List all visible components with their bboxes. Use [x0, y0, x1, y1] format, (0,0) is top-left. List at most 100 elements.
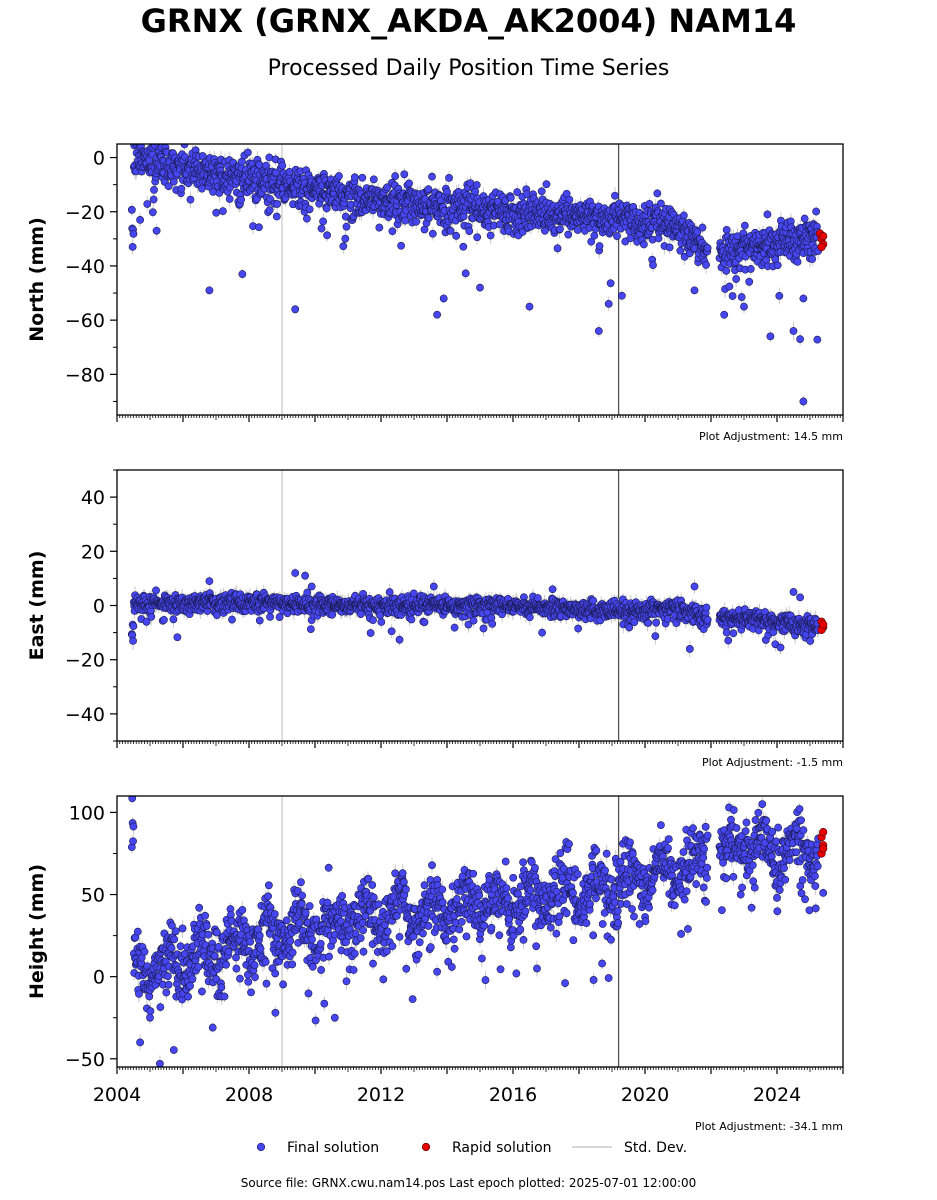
- final-point: [219, 207, 227, 216]
- final-point: [388, 227, 397, 236]
- final-point: [225, 195, 234, 203]
- final-point: [452, 231, 461, 240]
- final-point: [205, 286, 214, 295]
- y-tick-label: −20: [65, 202, 105, 224]
- final-point: [465, 227, 474, 235]
- plot-adjustment-label: Plot Adjustment: 14.5 mm: [699, 430, 843, 443]
- chart-title: GRNX (GRNX_AKDA_AK2004) NAM14: [140, 2, 797, 40]
- final-point: [525, 302, 534, 311]
- final-point: [433, 310, 441, 319]
- y-tick-label: −60: [65, 310, 105, 332]
- final-point: [302, 214, 311, 223]
- final-point: [698, 223, 707, 232]
- final-point: [420, 225, 429, 234]
- final-point: [542, 180, 551, 189]
- final-point: [486, 231, 495, 240]
- final-point: [540, 226, 549, 235]
- final-point: [745, 277, 754, 286]
- final-point: [471, 187, 480, 196]
- final-point: [657, 199, 665, 208]
- rapid-point: [817, 242, 826, 252]
- final-point: [400, 170, 409, 179]
- final-point: [556, 225, 564, 234]
- final-point: [702, 260, 710, 269]
- final-point: [272, 212, 281, 221]
- final-point: [212, 208, 221, 217]
- final-point: [149, 195, 158, 204]
- final-point: [305, 205, 314, 214]
- final-point: [342, 222, 351, 231]
- y-tick-label: −40: [65, 256, 105, 278]
- final-point: [722, 266, 731, 275]
- time-series-plots: 0 −20 −40 −60 −80 North (mm) Plot Adjustment: …: [26, 143, 844, 1156]
- final-point: [375, 223, 384, 232]
- final-point: [725, 282, 734, 291]
- rapid-point: [819, 232, 828, 241]
- final-point: [152, 226, 161, 235]
- final-point: [243, 148, 252, 157]
- final-point: [740, 302, 748, 311]
- final-point: [341, 234, 350, 243]
- final-point: [793, 257, 802, 266]
- final-point: [645, 199, 654, 208]
- panel-north: 0 −20 −40 −60 −80 North (mm) Plot Adjustment: …: [26, 143, 844, 443]
- final-point: [676, 246, 685, 255]
- final-point: [148, 208, 157, 217]
- final-point: [728, 292, 737, 300]
- final-point: [136, 215, 144, 224]
- final-point: [799, 294, 808, 303]
- final-point: [198, 184, 206, 193]
- final-point: [604, 299, 613, 308]
- final-point: [611, 191, 619, 200]
- final-point: [800, 214, 809, 223]
- final-point: [350, 173, 359, 182]
- final-point: [143, 200, 152, 208]
- chart-subtitle: Processed Daily Position Time Series: [267, 56, 670, 81]
- final-point: [564, 230, 573, 239]
- final-point: [397, 241, 406, 250]
- final-point: [238, 270, 247, 278]
- final-point: [665, 243, 674, 252]
- final-point: [679, 211, 688, 220]
- final-point: [412, 217, 421, 226]
- final-point: [291, 305, 300, 314]
- final-point: [703, 244, 712, 252]
- final-point: [553, 244, 562, 253]
- y-tick-label: 0: [93, 148, 105, 170]
- final-point: [813, 335, 822, 344]
- final-point: [129, 230, 138, 238]
- final-point: [322, 204, 331, 213]
- final-point: [459, 242, 468, 251]
- final-point: [164, 182, 173, 191]
- final-point: [339, 242, 348, 251]
- final-point: [775, 292, 784, 300]
- final-point: [383, 183, 392, 192]
- final-point: [763, 210, 772, 219]
- final-point: [128, 242, 137, 251]
- final-point: [439, 294, 448, 303]
- final-point: [587, 237, 596, 246]
- final-point: [690, 286, 699, 295]
- final-point: [740, 221, 749, 230]
- final-point: [513, 188, 522, 197]
- final-point: [746, 265, 755, 273]
- data-points-east: [127, 567, 828, 658]
- final-point: [693, 228, 702, 236]
- y-tick-label: −80: [65, 364, 105, 386]
- y-axis-label: North (mm): [26, 217, 48, 342]
- final-point: [722, 226, 731, 234]
- final-point: [446, 227, 455, 235]
- final-point: [472, 181, 481, 189]
- final-point: [476, 283, 484, 292]
- final-point: [606, 279, 615, 288]
- final-point: [639, 240, 648, 249]
- final-point: [732, 275, 741, 283]
- final-point: [495, 220, 504, 229]
- final-point: [590, 231, 599, 240]
- final-point: [265, 206, 274, 215]
- final-point: [358, 173, 367, 182]
- final-point: [428, 229, 437, 238]
- final-point: [537, 187, 546, 196]
- final-point: [323, 231, 331, 240]
